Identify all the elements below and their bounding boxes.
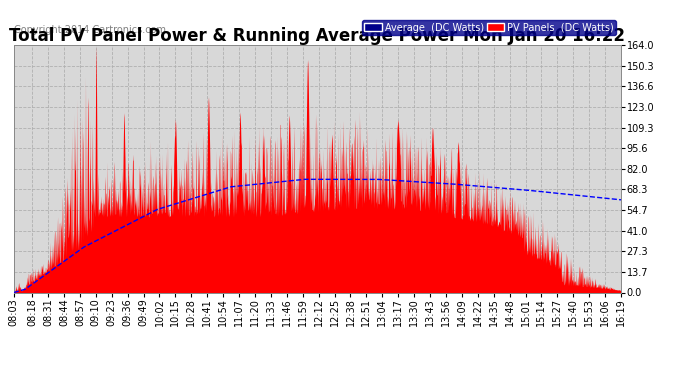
Title: Total PV Panel Power & Running Average Power Mon Jan 20 16:22: Total PV Panel Power & Running Average P… bbox=[10, 27, 625, 45]
Legend: Average  (DC Watts), PV Panels  (DC Watts): Average (DC Watts), PV Panels (DC Watts) bbox=[362, 20, 616, 35]
Text: Copyright 2014 Cartronics.com: Copyright 2014 Cartronics.com bbox=[14, 25, 166, 35]
